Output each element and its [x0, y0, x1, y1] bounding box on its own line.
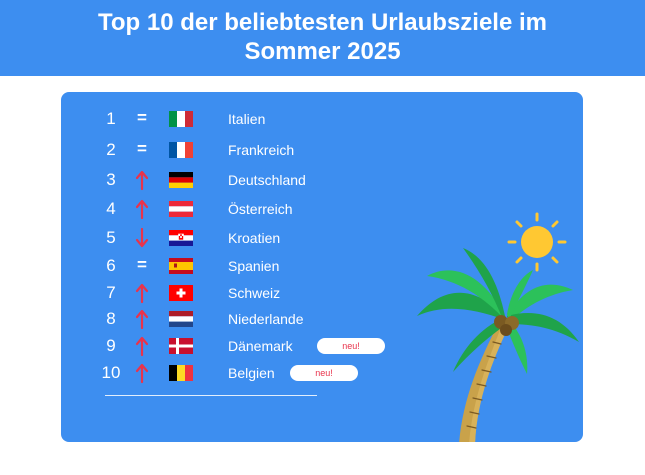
arrow-up-icon [133, 197, 151, 221]
rank-number: 7 [106, 283, 116, 302]
ranking-row: 9 Dänemark neu! [61, 334, 461, 358]
country-name: Italien [228, 111, 266, 127]
ranking-row: 5 Kroatien [61, 226, 461, 250]
belgium-flag-icon [169, 365, 193, 381]
country-name: Niederlande [228, 311, 304, 327]
netherlands-flag-icon [169, 311, 193, 327]
italy-flag-icon [169, 111, 193, 127]
rank-number: 9 [106, 336, 116, 355]
country-name: Belgien [228, 365, 275, 381]
ranking-row: 3 Deutschland [61, 168, 461, 192]
rank-number: 4 [106, 199, 116, 218]
ranking-row: 8 Niederlande [61, 307, 461, 331]
spain-flag-icon [169, 258, 193, 274]
page-title: Top 10 der beliebtesten Urlaubsziele im … [0, 8, 645, 66]
palm-leaves [417, 248, 579, 374]
rank-number: 5 [106, 228, 116, 247]
equal-icon: = [137, 139, 147, 158]
arrow-up-icon [133, 334, 151, 358]
country-name: Frankreich [228, 142, 295, 158]
equal-icon: = [137, 108, 147, 127]
croatia-flag-icon [169, 230, 193, 246]
country-name: Spanien [228, 258, 280, 274]
equal-icon: = [137, 255, 147, 274]
ranking-row: 4 Österreich [61, 197, 461, 221]
title-banner: Top 10 der beliebtesten Urlaubsziele im … [0, 0, 645, 76]
rank-number: 1 [106, 109, 116, 128]
germany-flag-icon [169, 172, 193, 188]
title-line-2: Sommer 2025 [244, 38, 401, 65]
ranking-panel: 1 = Italien 2 = Frankreich 3 Deutschland… [61, 92, 583, 442]
country-name: Kroatien [228, 230, 281, 246]
country-name: Österreich [228, 201, 293, 217]
list-divider [105, 395, 317, 396]
title-line-1: Top 10 der beliebtesten Urlaubsziele im [97, 9, 547, 36]
arrow-up-icon [133, 307, 151, 331]
rank-number: 3 [106, 170, 116, 189]
new-badge: neu! [290, 365, 358, 381]
country-name: Dänemark [228, 338, 293, 354]
rank-number: 6 [106, 256, 116, 275]
arrow-up-icon [133, 361, 151, 385]
arrow-down-icon [133, 226, 151, 250]
rank-number: 10 [101, 363, 121, 382]
beach-scene-illustration [417, 212, 579, 442]
austria-flag-icon [169, 201, 193, 217]
ranking-row: 7 Schweiz [61, 281, 461, 305]
arrow-up-icon [133, 168, 151, 192]
ranking-row: 10 Belgien neu! [61, 361, 461, 385]
denmark-flag-icon [169, 338, 193, 354]
france-flag-icon [169, 142, 193, 158]
switzerland-flag-icon [169, 285, 193, 301]
ranking-row: 2 = Frankreich [61, 138, 461, 162]
sun-icon [507, 212, 567, 272]
ranking-row: 1 = Italien [61, 107, 461, 131]
rank-number: 2 [106, 140, 116, 159]
arrow-up-icon [133, 281, 151, 305]
ranking-row: 6 = Spanien [61, 254, 461, 278]
rank-number: 8 [106, 309, 116, 328]
new-badge: neu! [317, 338, 385, 354]
country-name: Schweiz [228, 285, 281, 301]
country-name: Deutschland [228, 172, 306, 188]
coconuts [494, 315, 519, 336]
